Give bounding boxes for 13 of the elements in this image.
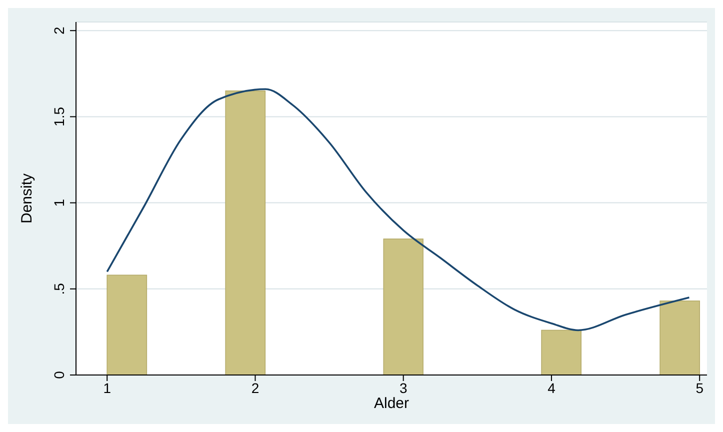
y-tick-label: 1.5: [51, 106, 67, 126]
y-axis-title: Density: [18, 173, 36, 224]
y-tick-label: 0: [51, 370, 67, 379]
y-tick-label: 1: [51, 198, 67, 207]
y-tick-label: .5: [51, 282, 67, 295]
x-axis-title: Alder: [374, 395, 410, 412]
x-tick-label: 1: [103, 380, 112, 396]
x-tick-label: 4: [548, 380, 556, 396]
x-tick-label: 2: [251, 380, 260, 396]
y-tick-label: 2: [51, 26, 67, 35]
x-tick-label: 3: [399, 380, 408, 396]
line-series: [106, 88, 690, 332]
x-tick-label: 5: [696, 380, 704, 396]
